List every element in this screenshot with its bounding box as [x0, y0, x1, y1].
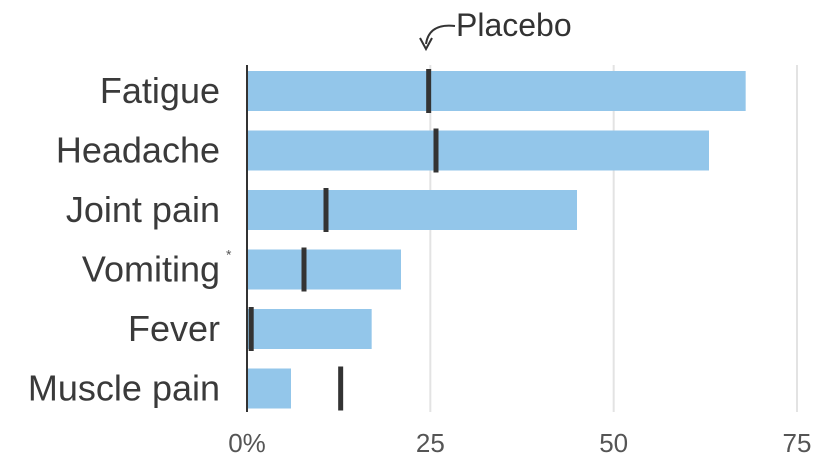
gridlines	[429, 65, 798, 412]
bar-headache	[247, 130, 709, 171]
placebo-annotation: Placebo	[419, 7, 572, 52]
x-tick-label: 0%	[228, 428, 266, 458]
category-label: Muscle pain	[28, 368, 220, 409]
bars	[247, 71, 746, 409]
category-label: Joint pain	[66, 189, 220, 230]
footnote-marker: *	[226, 247, 232, 263]
bar-fatigue	[247, 71, 746, 111]
category-label: Vomiting	[82, 249, 220, 290]
bar-fever	[247, 309, 372, 349]
x-tick-label: 25	[416, 428, 445, 458]
category-label: Headache	[56, 130, 220, 171]
placebo-markers	[248, 69, 439, 411]
bar-joint-pain	[247, 190, 577, 230]
x-tick-label: 75	[783, 428, 812, 458]
annotation-arrow-icon	[425, 24, 456, 45]
annotation-arrowhead-icon	[419, 37, 433, 52]
category-label: Fever	[128, 308, 220, 349]
x-tick-labels: 0% 25 50 75	[228, 428, 811, 458]
bar-vomiting	[247, 249, 401, 290]
annotation-label: Placebo	[456, 7, 572, 43]
category-label: Fatigue	[100, 70, 220, 111]
bar-muscle-pain	[247, 368, 291, 409]
category-labels: Fatigue Headache Joint pain Vomiting * Fever M…	[28, 70, 232, 409]
x-tick-label: 50	[599, 428, 628, 458]
